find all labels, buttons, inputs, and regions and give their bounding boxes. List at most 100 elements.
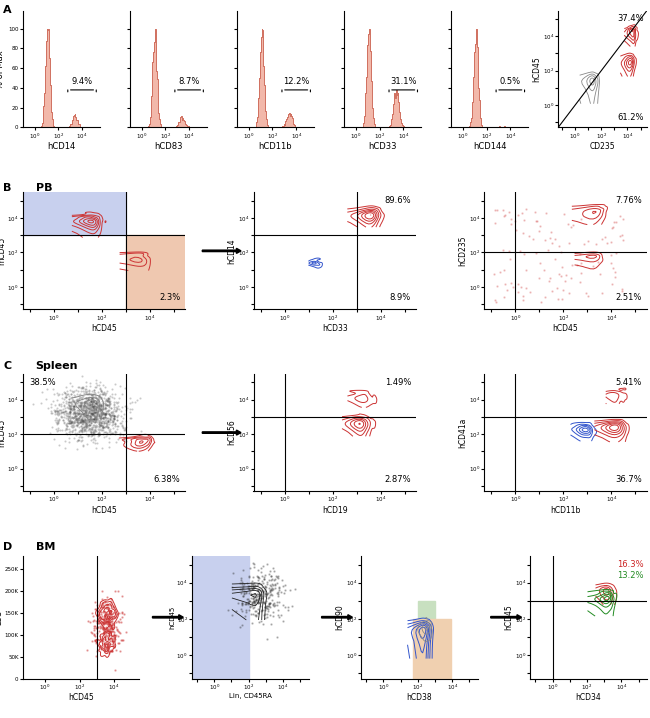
Point bbox=[102, 611, 112, 623]
Point bbox=[88, 413, 99, 424]
Point bbox=[253, 604, 263, 615]
Point bbox=[90, 400, 100, 411]
Point bbox=[96, 398, 106, 409]
Point bbox=[75, 414, 86, 426]
Point bbox=[57, 407, 67, 419]
Point bbox=[94, 398, 104, 409]
Point bbox=[94, 393, 104, 404]
Point bbox=[77, 422, 87, 434]
Point bbox=[96, 385, 106, 396]
Point bbox=[92, 416, 103, 428]
Point bbox=[110, 378, 120, 390]
Point bbox=[92, 413, 102, 424]
Point bbox=[256, 605, 266, 616]
Point bbox=[47, 383, 58, 395]
Point bbox=[101, 623, 111, 635]
Point bbox=[86, 424, 97, 436]
Point bbox=[262, 633, 272, 644]
Point bbox=[98, 409, 108, 421]
Point bbox=[52, 406, 62, 417]
Point bbox=[105, 593, 116, 605]
Point bbox=[95, 383, 105, 394]
Point bbox=[82, 415, 92, 426]
Point bbox=[83, 409, 94, 420]
Point bbox=[272, 571, 282, 582]
Point bbox=[63, 398, 73, 410]
Point bbox=[235, 583, 245, 595]
Point bbox=[77, 405, 87, 416]
Point bbox=[264, 599, 274, 610]
Point bbox=[254, 588, 265, 600]
Point bbox=[98, 422, 108, 434]
Point bbox=[62, 429, 72, 440]
Point bbox=[81, 420, 92, 432]
Point bbox=[81, 420, 91, 432]
Point bbox=[78, 404, 88, 416]
Point bbox=[75, 432, 86, 443]
Point bbox=[249, 582, 259, 593]
Point bbox=[115, 429, 125, 441]
Point bbox=[105, 620, 116, 632]
Point bbox=[120, 424, 130, 436]
Point bbox=[97, 399, 107, 411]
Point bbox=[111, 405, 121, 416]
Point bbox=[81, 406, 92, 418]
Point bbox=[108, 635, 118, 647]
Point bbox=[70, 411, 80, 422]
Point bbox=[81, 410, 92, 421]
Point bbox=[112, 637, 123, 648]
Point bbox=[69, 396, 79, 407]
Point bbox=[510, 224, 521, 236]
Point bbox=[248, 584, 258, 595]
Point bbox=[80, 404, 90, 416]
Point bbox=[106, 402, 116, 414]
Point bbox=[86, 413, 97, 424]
Point bbox=[86, 404, 96, 416]
Point bbox=[610, 266, 620, 278]
Point bbox=[80, 421, 90, 432]
Point bbox=[103, 415, 114, 426]
Point bbox=[245, 602, 255, 613]
Point bbox=[102, 412, 112, 424]
Point bbox=[107, 635, 117, 647]
Point bbox=[88, 400, 99, 411]
Point bbox=[103, 616, 114, 628]
Point bbox=[52, 418, 62, 429]
Point bbox=[81, 414, 92, 425]
Point bbox=[77, 392, 87, 404]
Point bbox=[56, 406, 66, 417]
Point bbox=[68, 395, 78, 406]
Point bbox=[79, 401, 90, 412]
Point bbox=[98, 635, 108, 646]
Point bbox=[114, 404, 124, 415]
Point bbox=[88, 395, 99, 406]
Point bbox=[101, 402, 112, 414]
Point bbox=[116, 606, 127, 617]
Point bbox=[69, 411, 79, 423]
Point bbox=[67, 411, 77, 423]
Point bbox=[236, 587, 246, 599]
Point bbox=[84, 403, 94, 414]
Point bbox=[104, 432, 114, 444]
Point bbox=[80, 416, 90, 427]
Point bbox=[66, 425, 77, 437]
Point bbox=[90, 405, 101, 416]
Point bbox=[65, 410, 75, 421]
Point bbox=[101, 609, 111, 620]
Point bbox=[98, 404, 109, 415]
Point bbox=[85, 395, 96, 406]
Point bbox=[81, 428, 91, 439]
Point bbox=[72, 394, 82, 406]
Point bbox=[561, 269, 571, 281]
Point bbox=[84, 388, 94, 400]
Point bbox=[92, 437, 102, 449]
Point bbox=[91, 412, 101, 424]
Point bbox=[109, 630, 119, 642]
Point bbox=[116, 607, 127, 619]
Point bbox=[91, 378, 101, 389]
Point bbox=[95, 388, 105, 399]
Point bbox=[79, 398, 90, 410]
Point bbox=[107, 388, 118, 400]
Point bbox=[98, 379, 108, 391]
Point bbox=[98, 606, 108, 617]
